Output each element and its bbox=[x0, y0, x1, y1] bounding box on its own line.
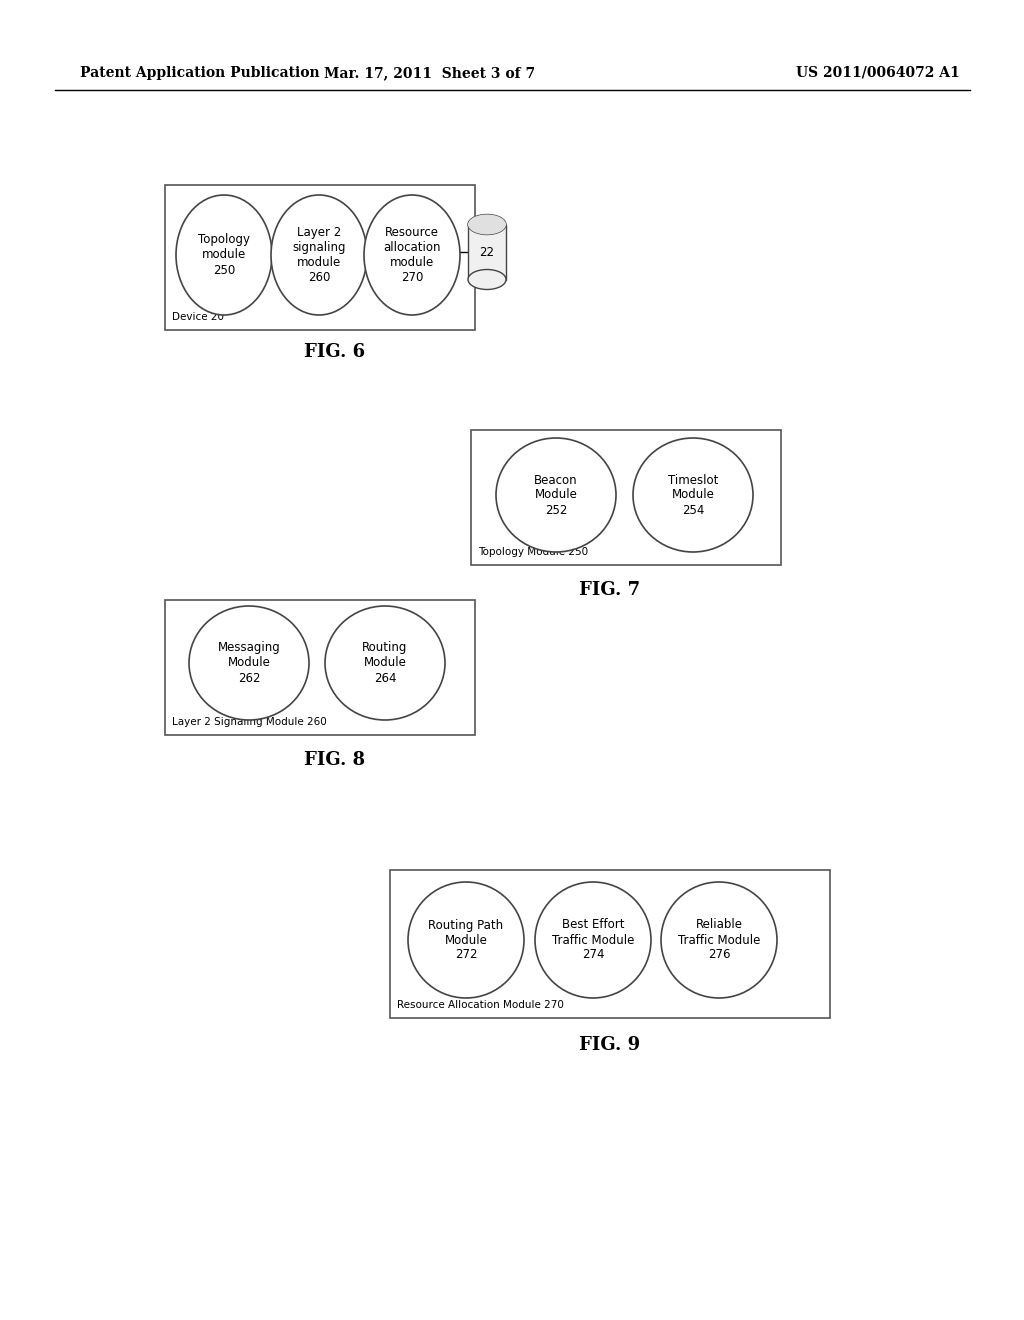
Text: FIG. 9: FIG. 9 bbox=[580, 1036, 641, 1053]
Text: Topology Module 250: Topology Module 250 bbox=[478, 546, 588, 557]
Bar bbox=[390, 870, 830, 1018]
Bar bbox=[165, 185, 475, 330]
Text: Layer 2 Signaling Module 260: Layer 2 Signaling Module 260 bbox=[172, 717, 327, 727]
Text: FIG. 8: FIG. 8 bbox=[304, 751, 366, 770]
Ellipse shape bbox=[496, 438, 616, 552]
Text: Routing Path
Module
272: Routing Path Module 272 bbox=[428, 919, 504, 961]
Ellipse shape bbox=[535, 882, 651, 998]
Text: Mar. 17, 2011  Sheet 3 of 7: Mar. 17, 2011 Sheet 3 of 7 bbox=[325, 66, 536, 81]
Bar bbox=[471, 430, 781, 565]
Text: 22: 22 bbox=[479, 246, 495, 259]
Text: Routing
Module
264: Routing Module 264 bbox=[362, 642, 408, 685]
Text: Resource
allocation
module
270: Resource allocation module 270 bbox=[383, 226, 440, 284]
Ellipse shape bbox=[468, 269, 506, 289]
Ellipse shape bbox=[633, 438, 753, 552]
Ellipse shape bbox=[325, 606, 445, 719]
Text: Messaging
Module
262: Messaging Module 262 bbox=[218, 642, 281, 685]
Text: Device 20: Device 20 bbox=[172, 312, 224, 322]
Ellipse shape bbox=[408, 882, 524, 998]
Text: FIG. 7: FIG. 7 bbox=[580, 581, 641, 599]
Text: Resource Allocation Module 270: Resource Allocation Module 270 bbox=[397, 1001, 564, 1010]
Text: Timeslot
Module
254: Timeslot Module 254 bbox=[668, 474, 718, 516]
Text: Beacon
Module
252: Beacon Module 252 bbox=[535, 474, 578, 516]
Text: Layer 2
signaling
module
260: Layer 2 signaling module 260 bbox=[292, 226, 346, 284]
Ellipse shape bbox=[662, 882, 777, 998]
Ellipse shape bbox=[176, 195, 272, 315]
Text: Best Effort
Traffic Module
274: Best Effort Traffic Module 274 bbox=[552, 919, 634, 961]
Text: Reliable
Traffic Module
276: Reliable Traffic Module 276 bbox=[678, 919, 760, 961]
Ellipse shape bbox=[189, 606, 309, 719]
Text: Topology
module
250: Topology module 250 bbox=[198, 234, 250, 276]
Ellipse shape bbox=[468, 214, 506, 235]
Ellipse shape bbox=[364, 195, 460, 315]
Text: Patent Application Publication: Patent Application Publication bbox=[80, 66, 319, 81]
Text: US 2011/0064072 A1: US 2011/0064072 A1 bbox=[797, 66, 961, 81]
Text: FIG. 6: FIG. 6 bbox=[304, 343, 366, 360]
Bar bbox=[468, 224, 506, 280]
Ellipse shape bbox=[271, 195, 367, 315]
Bar bbox=[165, 601, 475, 735]
Ellipse shape bbox=[468, 214, 506, 235]
